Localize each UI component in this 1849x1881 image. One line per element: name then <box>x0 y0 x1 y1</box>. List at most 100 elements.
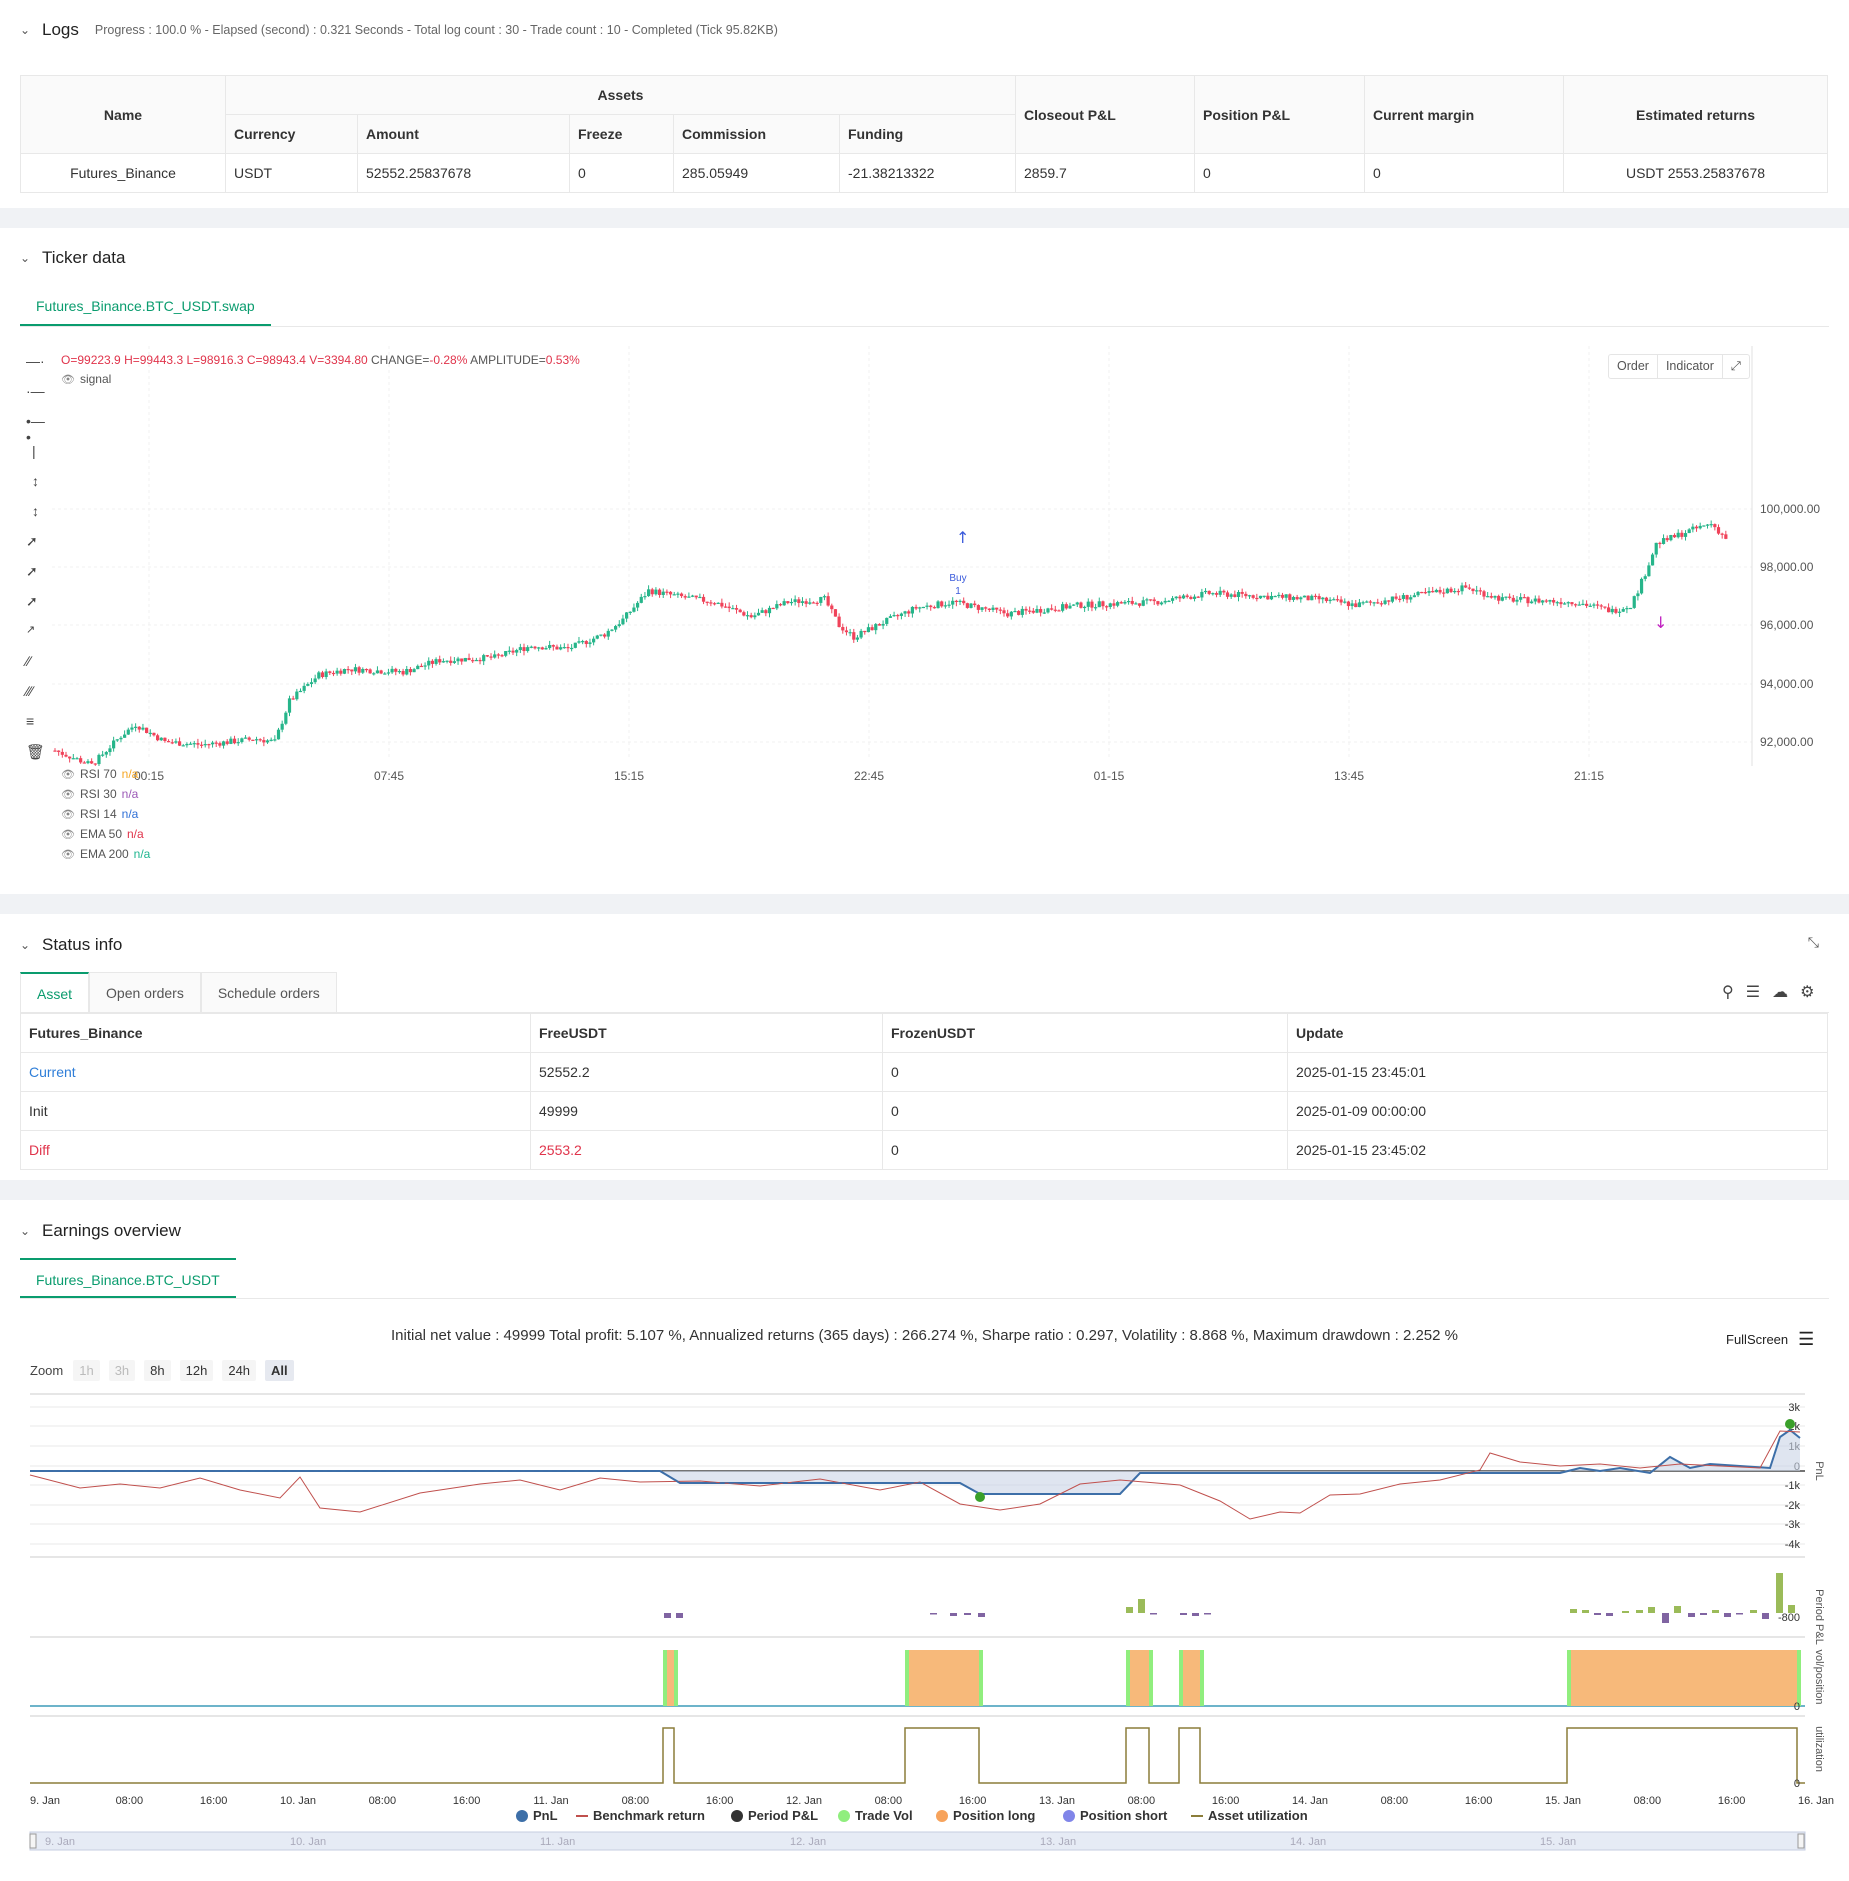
candle-body <box>375 670 380 674</box>
cell-position: 0 <box>1194 153 1365 193</box>
candlestick-chart[interactable]: 100,000.00 98,000.00 96,000.00 94,000.00 92,… <box>52 346 1828 782</box>
logs-meta: Progress : 100.0 % - Elapsed (second) : … <box>94 23 778 37</box>
horizontal-ray-tool-icon[interactable]: ·— <box>26 383 45 399</box>
zoom-8h-button[interactable]: 8h <box>144 1360 171 1381</box>
tab-btc-swap[interactable]: Futures_Binance.BTC_USDT.swap <box>20 286 271 326</box>
candle-body <box>1709 524 1713 526</box>
status-header[interactable]: ⌄ Status info <box>20 935 122 955</box>
candle-body <box>1009 611 1013 617</box>
tab-btc-usdt[interactable]: Futures_Binance.BTC_USDT <box>20 1258 236 1298</box>
gear-icon[interactable]: ⚙ <box>1800 984 1815 1001</box>
chevron-down-icon[interactable]: ⌄ <box>20 938 31 952</box>
earnings-header[interactable]: ⌄ Earnings overview <box>20 1221 181 1241</box>
price-line-tool-icon[interactable]: ↗ <box>26 624 36 636</box>
expand-icon[interactable]: ⤢ <box>1730 359 1741 373</box>
list-icon[interactable]: ☰ <box>1745 984 1761 1001</box>
eye-icon[interactable]: 👁 <box>61 808 75 821</box>
row-init-label: Init <box>20 1091 531 1131</box>
candle-body <box>346 669 350 671</box>
candle-body <box>1500 597 1504 601</box>
eye-icon[interactable]: 👁 <box>61 768 75 781</box>
candle-body <box>1159 602 1164 605</box>
trash-icon[interactable]: 🗑 <box>26 744 46 761</box>
indicator-rsi30[interactable]: 👁 RSI 30 n/a <box>61 784 150 804</box>
tab-open-orders[interactable]: Open orders <box>89 972 201 1012</box>
candle-body <box>559 647 563 650</box>
chevron-down-icon[interactable]: ⌄ <box>20 1224 31 1238</box>
segment-tool-icon[interactable]: ➚ <box>26 593 38 609</box>
tab-asset[interactable]: Asset <box>20 972 90 1012</box>
menu-icon[interactable]: ☰ <box>1798 1329 1815 1349</box>
candle-body <box>383 673 387 675</box>
candle-body <box>1094 607 1098 609</box>
candle-body <box>1559 602 1563 605</box>
indicator-ema50[interactable]: 👁 EMA 50 n/a <box>61 824 150 844</box>
logs-panel: ⌄ Logs Progress : 100.0 % - Elapsed (sec… <box>0 0 1849 208</box>
horizontal-segment-tool-icon[interactable]: •—• <box>26 413 45 445</box>
candle-body <box>1115 602 1120 606</box>
eye-icon[interactable]: 👁 <box>61 788 75 801</box>
indicator-rsi14[interactable]: 👁 RSI 14 n/a <box>61 804 150 824</box>
eye-icon[interactable]: 👁 <box>61 373 75 386</box>
fullscreen-button[interactable]: FullScreen ☰ <box>1726 1329 1814 1350</box>
ohlc-l: L=98916.3 <box>186 353 244 367</box>
cloud-download-icon[interactable]: ☁ <box>1772 984 1789 1001</box>
search-icon[interactable]: ⚲ <box>1722 984 1734 1001</box>
candle-body <box>1229 594 1233 597</box>
candle-body <box>427 660 431 666</box>
chevron-down-icon[interactable]: ⌄ <box>20 251 31 265</box>
candle-body <box>504 651 508 656</box>
candle-body <box>1508 596 1512 598</box>
vertical-segment-tool-icon[interactable]: ↕ <box>32 503 39 519</box>
candle-body <box>474 659 478 662</box>
zoom-all-button[interactable]: All <box>265 1360 294 1381</box>
candle-body <box>1086 601 1090 607</box>
tab-schedule-orders[interactable]: Schedule orders <box>200 972 337 1012</box>
horizontal-line-tool-icon[interactable]: —· <box>26 353 45 369</box>
candle-body <box>185 743 189 746</box>
indicator-button[interactable]: Indicator <box>1658 355 1723 378</box>
candle-body <box>372 673 376 675</box>
chevron-down-icon[interactable]: ⌄ <box>20 23 31 37</box>
candle-body <box>947 604 951 606</box>
eye-icon[interactable]: 👁 <box>61 848 75 861</box>
candle-body <box>511 650 515 653</box>
zoom-1h-button[interactable]: 1h <box>73 1360 100 1381</box>
candle-body <box>485 655 489 657</box>
collapse-icon[interactable]: ⤡ <box>1807 934 1819 950</box>
candle-body <box>1595 604 1600 606</box>
zoom-3h-button[interactable]: 3h <box>108 1360 136 1381</box>
cell-funding: -21.38213322 <box>839 153 1016 193</box>
order-button[interactable]: Order <box>1609 355 1658 378</box>
candle-body <box>991 607 995 610</box>
candle-body <box>1724 534 1728 539</box>
candle-body <box>1039 609 1043 613</box>
signal-legend[interactable]: 👁 signal <box>61 372 111 386</box>
x-tick-label: 07:45 <box>374 769 404 782</box>
candle-body <box>1189 596 1193 599</box>
candle-body <box>1438 589 1442 593</box>
eye-icon[interactable]: 👁 <box>61 828 75 841</box>
vertical-line-tool-icon[interactable]: | <box>32 443 36 459</box>
candle-body <box>350 669 354 672</box>
logs-header[interactable]: ⌄ Logs Progress : 100.0 % - Elapsed (sec… <box>20 20 778 40</box>
candle-body <box>1064 604 1068 609</box>
row-current-label[interactable]: Current <box>20 1052 531 1092</box>
zoom-12h-button[interactable]: 12h <box>179 1360 214 1381</box>
fibonacci-tool-icon[interactable]: ≡ <box>26 713 35 729</box>
indicator-ema200[interactable]: 👁 EMA 200 n/a <box>61 844 150 864</box>
trend-line-tool-icon[interactable]: ➚ <box>26 533 38 549</box>
indicator-rsi70[interactable]: 👁 RSI 70 n/a <box>61 764 150 784</box>
channel-tool-icon[interactable]: ∕∕∕ <box>26 683 34 699</box>
candle-body <box>1541 600 1545 603</box>
parallel-line-tool-icon[interactable]: ∕∕ <box>26 653 31 669</box>
ray-line-tool-icon[interactable]: ➚ <box>26 563 38 579</box>
indicator-value: n/a <box>121 807 139 821</box>
vertical-ray-tool-icon[interactable]: ↕ <box>32 473 39 489</box>
pnl-tick-label: 3k <box>1788 1402 1800 1414</box>
candle-body <box>1416 591 1420 596</box>
candle-body <box>126 729 130 735</box>
zoom-24h-button[interactable]: 24h <box>222 1360 257 1381</box>
ticker-header[interactable]: ⌄ Ticker data <box>20 248 125 268</box>
